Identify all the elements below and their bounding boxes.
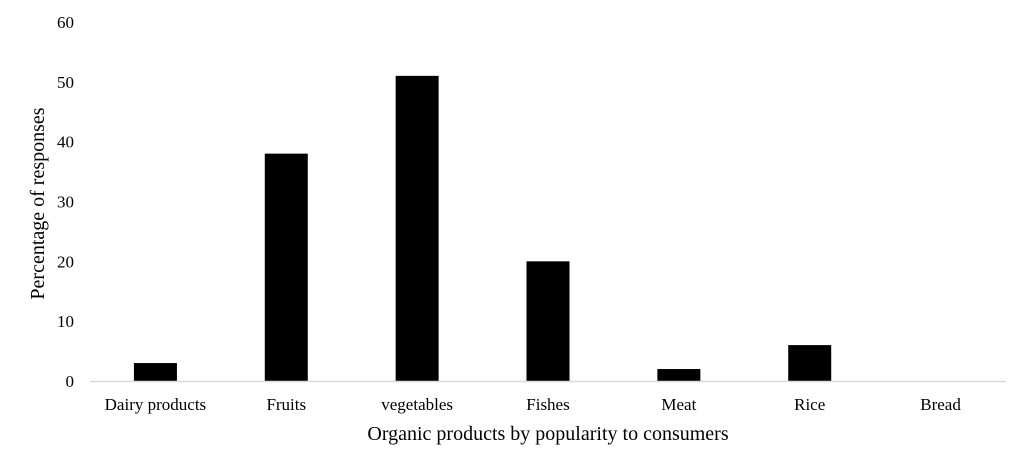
y-tick-label: 50 bbox=[57, 73, 74, 92]
x-axis-title: Organic products by popularity to consum… bbox=[367, 423, 728, 445]
x-tick-label: Meat bbox=[661, 395, 696, 414]
y-tick-label: 60 bbox=[57, 13, 74, 32]
y-axis-title: Percentage of responses bbox=[27, 107, 49, 299]
bar bbox=[264, 153, 308, 381]
y-tick-label: 10 bbox=[57, 312, 74, 331]
x-tick-label: Dairy products bbox=[105, 395, 207, 414]
y-tick-label: 0 bbox=[66, 372, 75, 391]
x-tick-label: Fishes bbox=[526, 395, 569, 414]
y-axis-ticks: 0 10 20 30 40 50 60 bbox=[57, 13, 74, 391]
bar bbox=[788, 345, 832, 381]
x-tick-label: Fruits bbox=[266, 395, 306, 414]
y-tick-label: 40 bbox=[57, 133, 74, 152]
bar bbox=[526, 261, 570, 381]
bar bbox=[133, 363, 177, 381]
y-tick-label: 20 bbox=[57, 252, 74, 271]
x-axis-ticks: Dairy products Fruits vegetables Fishes Meat… bbox=[105, 395, 962, 414]
bar bbox=[657, 369, 701, 381]
bars-group bbox=[133, 75, 832, 381]
x-tick-label: vegetables bbox=[381, 395, 453, 414]
y-tick-label: 30 bbox=[57, 193, 74, 212]
bar bbox=[395, 75, 439, 381]
x-tick-label: Rice bbox=[794, 395, 825, 414]
x-tick-label: Bread bbox=[920, 395, 961, 414]
